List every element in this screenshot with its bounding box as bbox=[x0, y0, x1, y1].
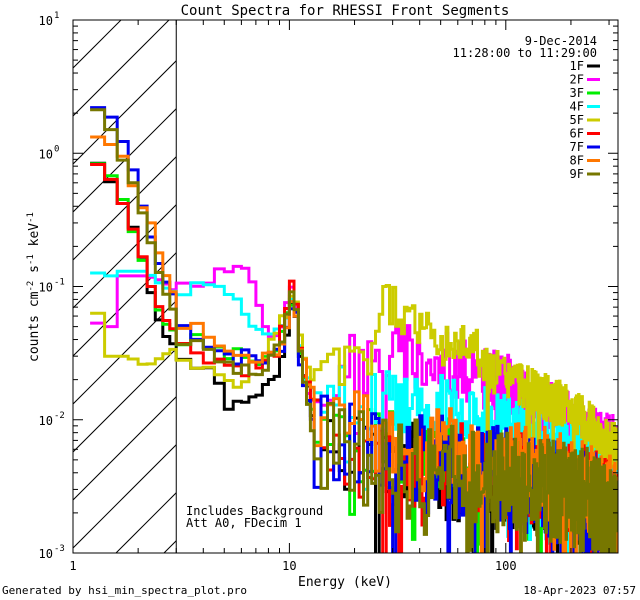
hatch-line bbox=[73, 20, 170, 117]
legend-label: 5F bbox=[570, 113, 584, 127]
annotation-attenuator: Att A0, FDecim 1 bbox=[186, 516, 302, 530]
y-tick-exponent: 0 bbox=[54, 144, 59, 154]
x-tick-label: 100 bbox=[495, 559, 517, 573]
x-axis-label: Energy (keV) bbox=[298, 575, 392, 590]
date-label: 9-Dec-2014 bbox=[525, 34, 597, 48]
time-range-label: 11:28:00 to 11:29:00 bbox=[453, 46, 598, 60]
y-tick-exponent: -3 bbox=[54, 544, 65, 554]
y-tick-label: 10 bbox=[39, 14, 53, 28]
hatch-line bbox=[73, 396, 177, 501]
x-tick-label: 10 bbox=[282, 559, 296, 573]
series-line-9F bbox=[90, 108, 618, 553]
legend-label: 9F bbox=[570, 167, 584, 181]
y-tick-label: 10 bbox=[39, 147, 53, 161]
legend-label: 7F bbox=[570, 140, 584, 154]
legend-label: 4F bbox=[570, 100, 584, 114]
y-tick-exponent: -2 bbox=[54, 411, 65, 421]
hatch-line bbox=[73, 444, 177, 549]
y-tick-label: 10 bbox=[39, 547, 53, 561]
chart-title: Count Spectra for RHESSI Front Segments bbox=[181, 3, 510, 19]
timestamp-label: 18-Apr-2023 07:57 bbox=[523, 584, 636, 597]
annotation-background: Includes Background bbox=[186, 504, 323, 518]
y-tick-label: 10 bbox=[39, 414, 53, 428]
series-lines bbox=[90, 106, 618, 553]
generated-by-label: Generated by hsi_min_spectra_plot.pro bbox=[2, 584, 247, 597]
legend-label: 1F bbox=[570, 59, 584, 73]
y-tick-label: 10 bbox=[39, 281, 53, 295]
series-line-5F bbox=[90, 284, 618, 535]
hatch-line bbox=[73, 204, 177, 309]
y-axis-label: counts cm-2 s-1 keV-1 bbox=[26, 212, 42, 362]
y-tick-exponent: -1 bbox=[54, 278, 65, 288]
hatch-line bbox=[73, 252, 177, 357]
legend-label: 6F bbox=[570, 127, 584, 141]
x-tick-label: 1 bbox=[69, 559, 76, 573]
legend-label: 2F bbox=[570, 73, 584, 87]
legend-label: 8F bbox=[570, 154, 584, 168]
y-tick-exponent: 1 bbox=[54, 11, 59, 21]
hatch-line bbox=[73, 60, 177, 165]
legend-label: 3F bbox=[570, 86, 584, 100]
